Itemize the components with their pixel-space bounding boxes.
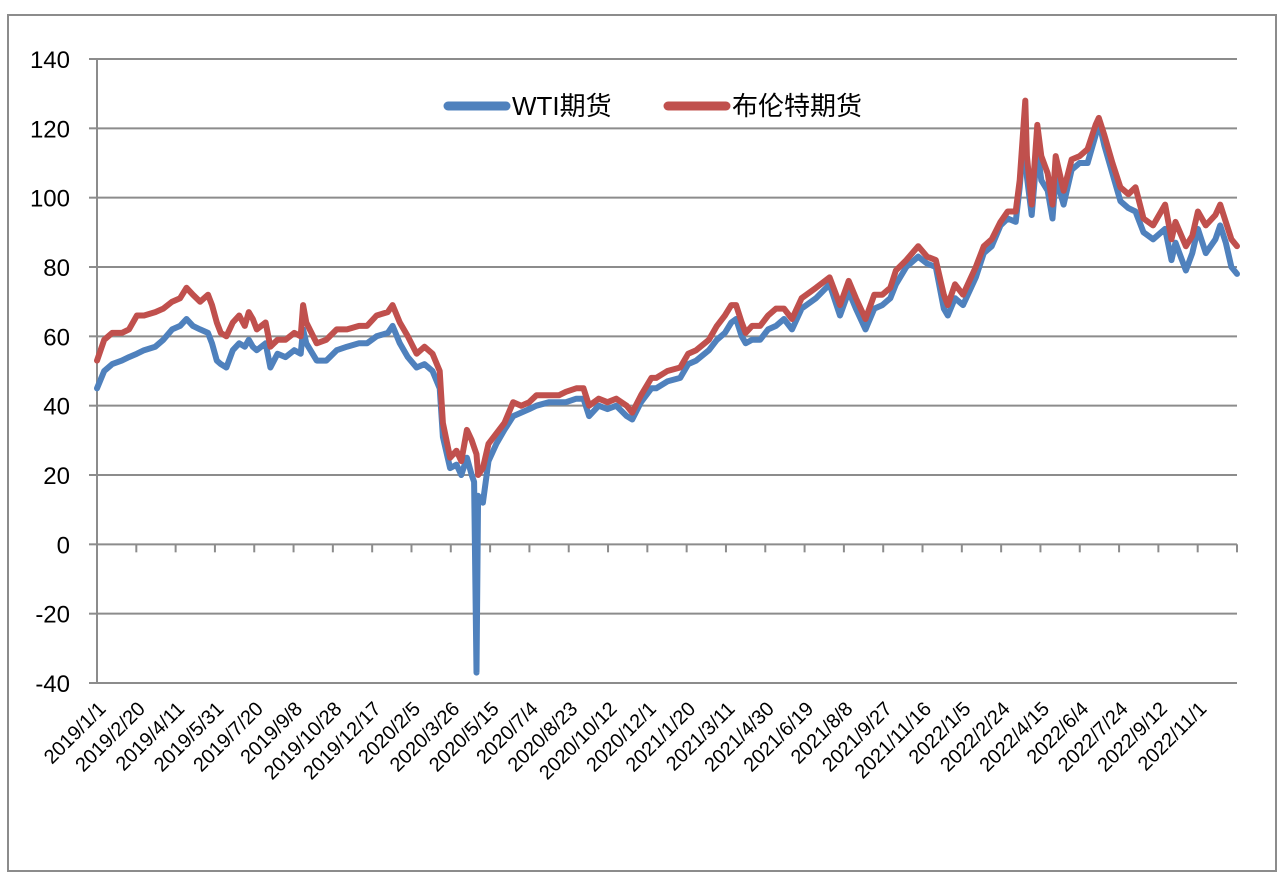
y-tick-label: 60 (43, 324, 70, 351)
y-tick-label: -40 (35, 671, 70, 698)
legend-label-brent: 布伦特期货 (732, 91, 862, 121)
series-line-1 (94, 97, 1240, 478)
chart-frame (7, 14, 1277, 872)
legend-label-wti: WTI期货 (512, 91, 612, 121)
y-tick-label: 0 (57, 532, 70, 559)
axes (89, 58, 1238, 684)
series-line-0 (94, 114, 1240, 676)
y-tick-label: 20 (43, 463, 70, 490)
series-lines (94, 97, 1240, 676)
legend: WTI期货 布伦特期货 (443, 91, 862, 121)
y-tick-label: 40 (43, 394, 70, 421)
gridlines (97, 58, 1237, 684)
y-tick-label: 120 (30, 116, 70, 143)
y-tick-label: 140 (30, 47, 70, 74)
y-axis-tick-labels: 140 120 100 80 60 40 20 0 -20 -40 (30, 47, 70, 698)
x-axis-tick-labels: 2019/1/12019/2/202019/4/112019/5/312019/… (40, 698, 1211, 784)
y-tick-label: 80 (43, 255, 70, 282)
y-tick-label: -20 (35, 602, 70, 629)
y-tick-label: 100 (30, 186, 70, 213)
